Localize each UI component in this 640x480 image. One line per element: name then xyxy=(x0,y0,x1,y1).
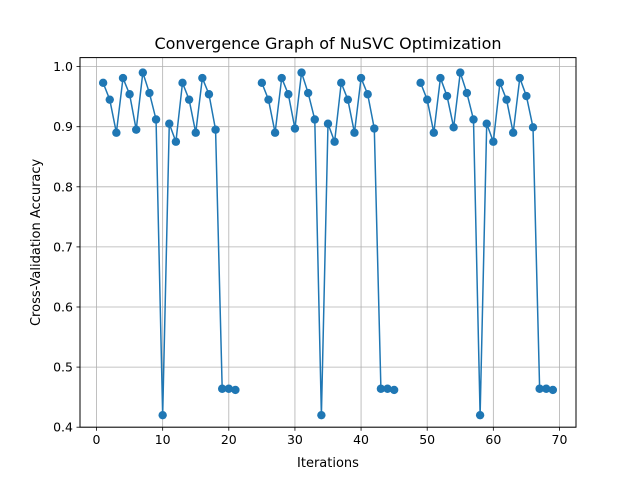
data-point xyxy=(462,88,472,98)
data-point xyxy=(515,73,524,83)
series-accuracy xyxy=(98,68,558,420)
data-point xyxy=(112,128,121,137)
data-point xyxy=(270,128,280,137)
x-tick-label: 60 xyxy=(485,432,501,447)
data-point xyxy=(416,78,425,88)
data-point xyxy=(356,73,366,83)
data-point xyxy=(138,68,148,77)
data-point xyxy=(191,128,200,137)
data-point xyxy=(528,123,538,132)
x-tick-label: 30 xyxy=(287,432,303,447)
data-point xyxy=(475,410,485,420)
data-point xyxy=(423,95,432,104)
x-axis: 0 10 20 30 40 50 60 70 xyxy=(93,427,568,447)
data-point xyxy=(383,384,392,393)
y-tick-label: 0.9 xyxy=(53,119,73,134)
data-point xyxy=(442,91,452,101)
data-point xyxy=(337,78,346,88)
data-point xyxy=(303,88,313,98)
data-point xyxy=(158,410,167,420)
y-axis-label: Cross-Validation Accuracy xyxy=(29,158,44,326)
data-point xyxy=(310,115,319,124)
y-tick-label: 0.8 xyxy=(53,179,73,194)
data-point xyxy=(495,78,505,88)
data-point xyxy=(343,95,353,104)
data-point xyxy=(436,73,445,83)
y-tick-label: 0.6 xyxy=(53,300,73,315)
y-axis: 0.4 0.5 0.6 0.7 0.8 0.9 1.0 xyxy=(53,59,80,435)
y-tick-label: 0.7 xyxy=(53,239,73,254)
data-point xyxy=(165,119,174,128)
data-point xyxy=(542,384,551,393)
data-point xyxy=(317,410,326,420)
data-point xyxy=(489,137,498,146)
data-point xyxy=(290,124,300,133)
x-tick-label: 50 xyxy=(419,432,435,447)
data-point xyxy=(184,95,194,104)
y-tick-label: 1.0 xyxy=(53,59,73,74)
data-point xyxy=(145,88,154,98)
data-point xyxy=(211,125,220,134)
data-point xyxy=(456,68,465,77)
data-point xyxy=(105,95,114,104)
data-point xyxy=(469,115,478,124)
data-point xyxy=(370,124,379,133)
data-point xyxy=(257,78,267,88)
data-point xyxy=(132,125,141,134)
data-point xyxy=(330,137,339,146)
x-tick-label: 40 xyxy=(353,432,369,447)
data-point xyxy=(535,384,544,393)
data-point xyxy=(323,119,333,128)
data-point xyxy=(264,95,273,104)
data-point xyxy=(277,73,286,83)
data-point xyxy=(224,384,233,393)
data-point xyxy=(198,73,207,83)
data-point xyxy=(231,385,240,395)
data-point xyxy=(178,78,187,88)
data-point xyxy=(429,128,439,137)
plot-frame xyxy=(79,57,577,428)
data-point xyxy=(389,385,399,395)
data-point xyxy=(508,128,518,137)
data-point xyxy=(204,90,214,99)
data-point xyxy=(548,385,558,395)
data-point xyxy=(297,68,306,77)
data-point xyxy=(376,384,386,393)
data-point xyxy=(522,91,531,101)
chart-title: Convergence Graph of NuSVC Optimization xyxy=(154,34,501,53)
data-point xyxy=(284,90,293,99)
data-point xyxy=(363,90,372,99)
data-point xyxy=(482,119,491,128)
data-point xyxy=(502,95,511,104)
x-tick-label: 20 xyxy=(221,432,237,447)
x-tick-label: 70 xyxy=(552,432,568,447)
y-tick-label: 0.4 xyxy=(53,420,73,435)
data-point xyxy=(125,90,134,99)
data-point xyxy=(217,384,227,393)
data-point xyxy=(171,137,181,146)
data-point xyxy=(151,115,161,124)
y-tick-label: 0.5 xyxy=(53,360,73,375)
data-point xyxy=(118,73,128,83)
data-point xyxy=(350,128,359,137)
x-tick-label: 10 xyxy=(155,432,171,447)
x-tick-label: 0 xyxy=(93,432,101,447)
data-point xyxy=(449,123,458,132)
data-point xyxy=(98,78,108,88)
x-axis-label: Iterations xyxy=(297,456,359,471)
